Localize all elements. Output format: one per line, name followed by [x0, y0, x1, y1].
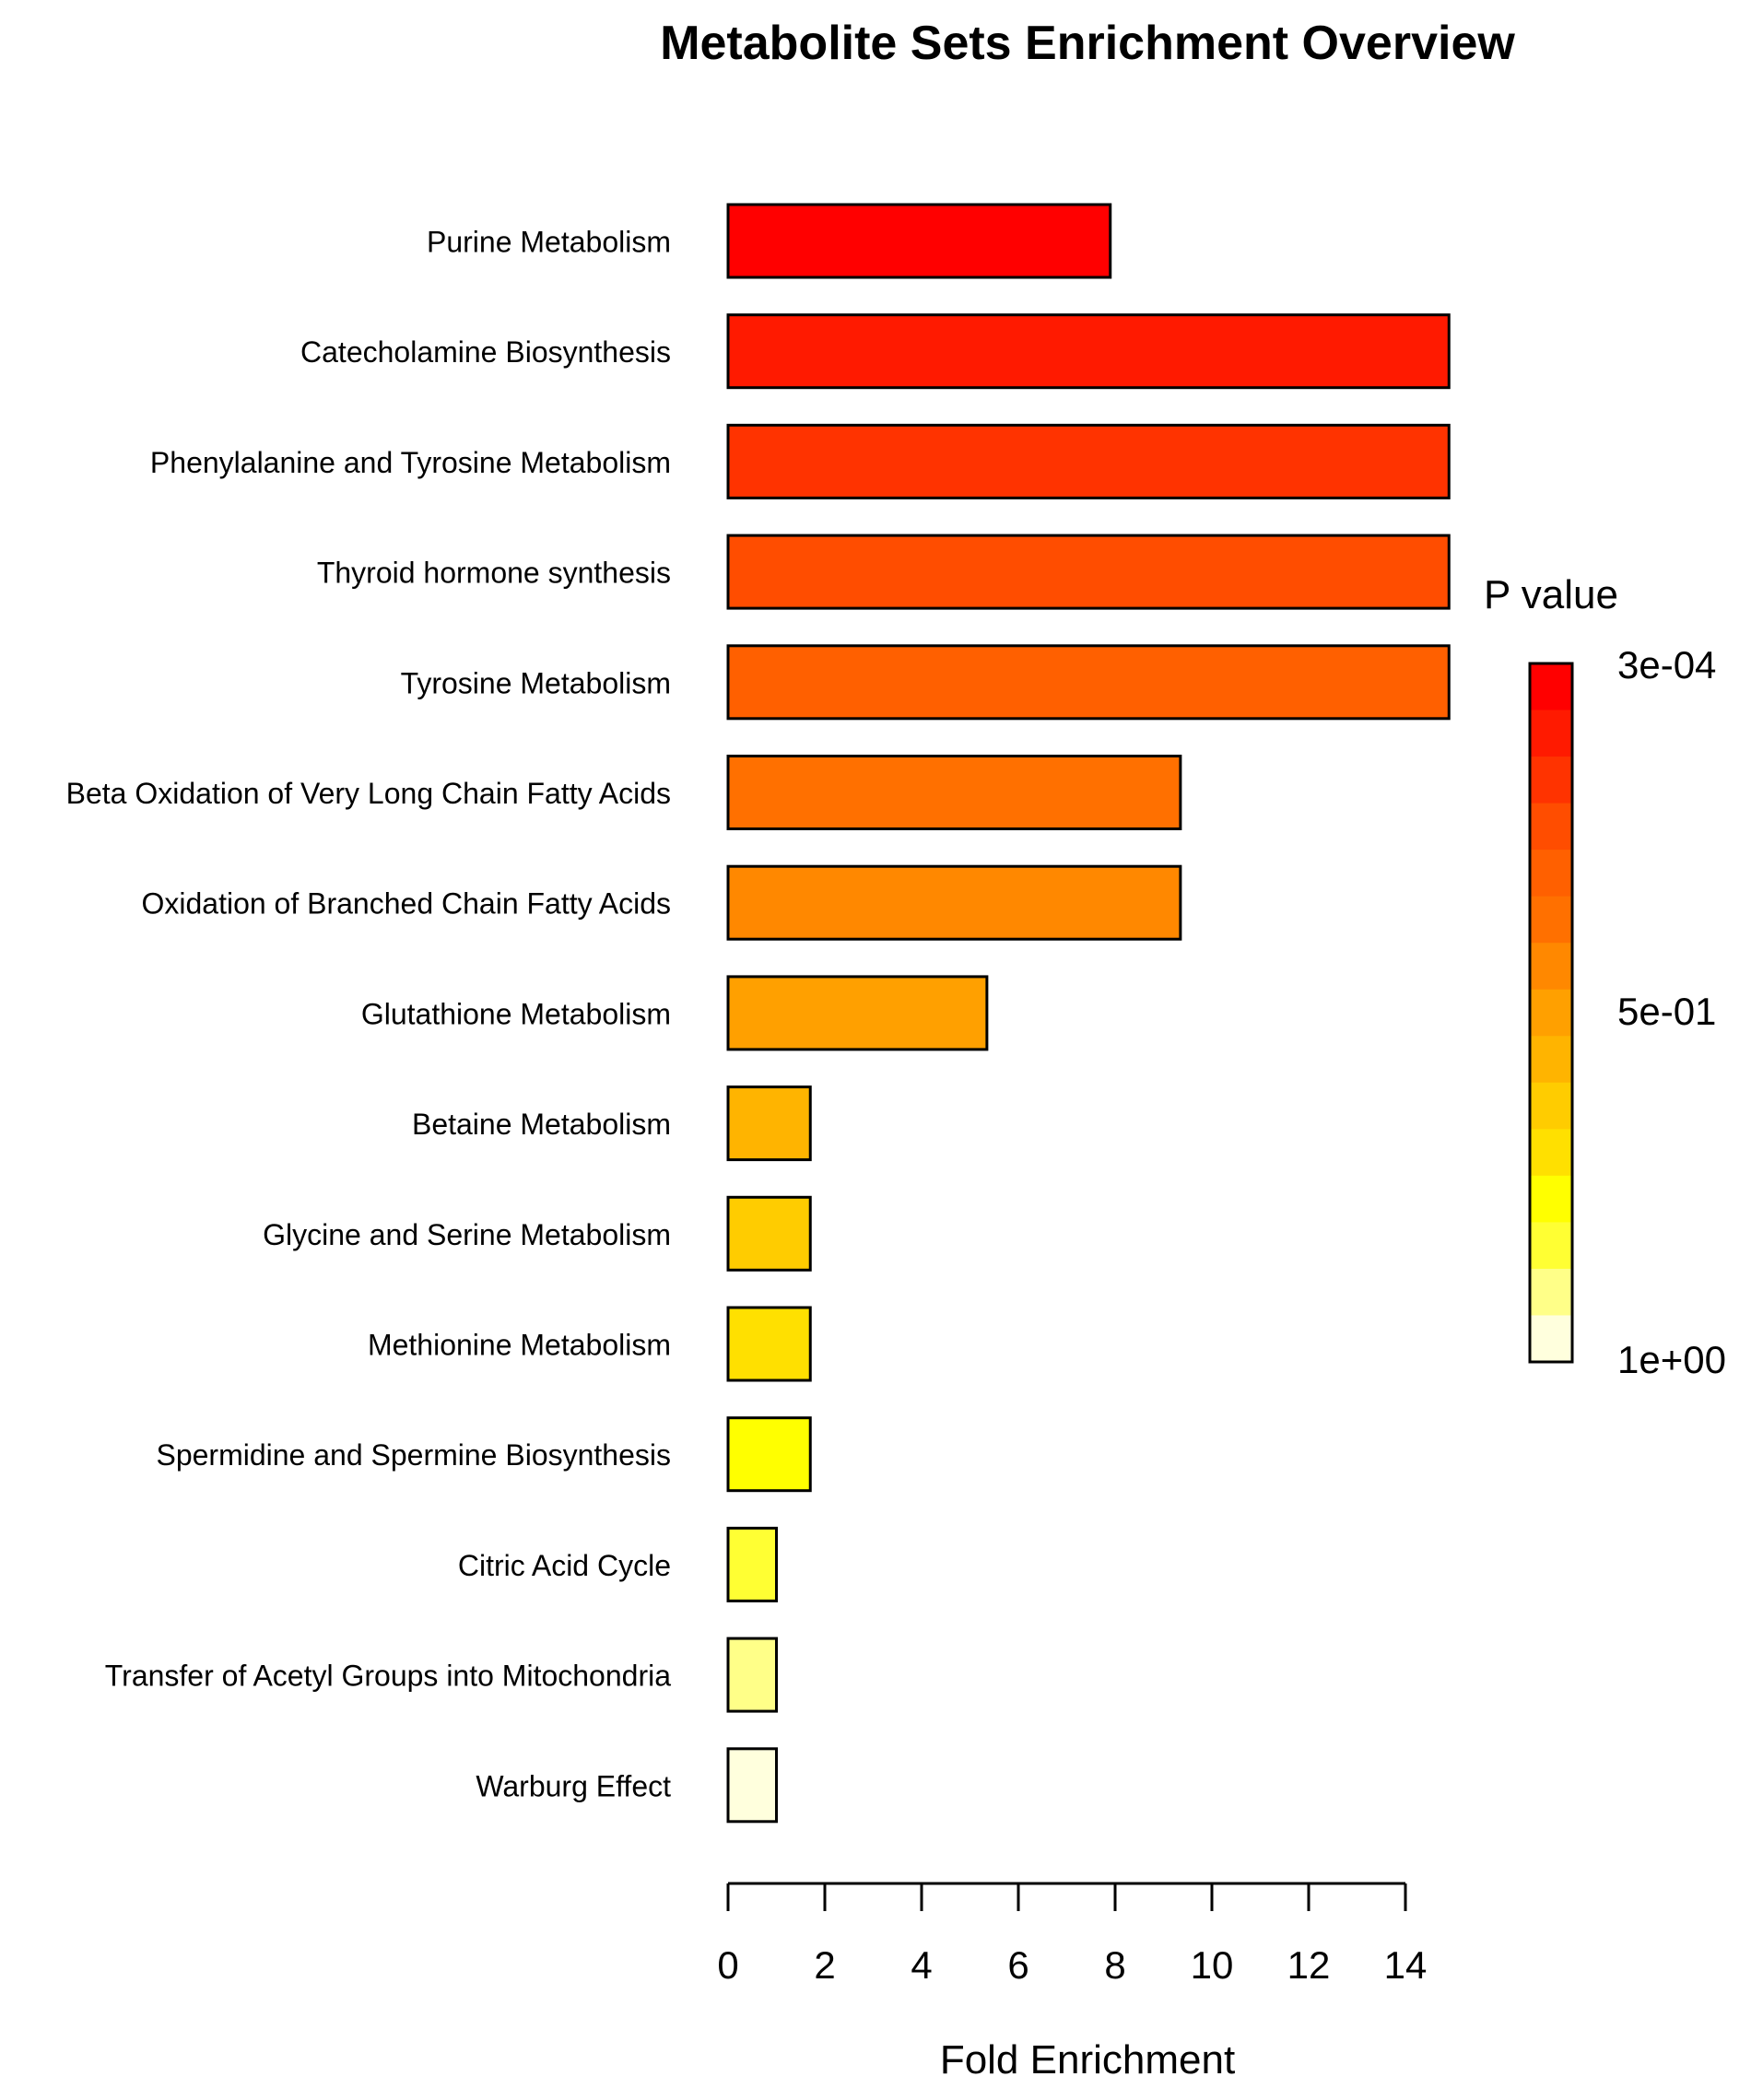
- bar: [726, 203, 1112, 279]
- legend-swatch: [1530, 1222, 1572, 1270]
- x-tick-label: 10: [1191, 1943, 1234, 1987]
- legend-labels: 3e-04 5e-01 1e+00: [1617, 643, 1726, 1381]
- bar: [726, 975, 989, 1051]
- bar: [726, 1747, 778, 1824]
- category-label: Glycine and Serine Metabolism: [263, 1218, 671, 1251]
- category-label: Warburg Effect: [476, 1769, 671, 1802]
- category-label: Betaine Metabolism: [412, 1108, 671, 1141]
- x-tick-label: 2: [814, 1943, 835, 1987]
- legend-swatch: [1530, 803, 1572, 851]
- legend-frame: [1528, 662, 1574, 1364]
- bar: [726, 423, 1451, 499]
- bar: [726, 313, 1451, 390]
- bar: [726, 534, 1451, 610]
- bar: [726, 1085, 812, 1162]
- category-label: Glutathione Metabolism: [361, 997, 671, 1030]
- x-axis: 0 2 4 6 8 10 12 14: [717, 1882, 1428, 1987]
- legend-label: 5e-01: [1617, 990, 1716, 1033]
- legend-title: P value: [1484, 572, 1618, 617]
- category-labels: Purine Metabolism Catecholamine Biosynthe…: [66, 226, 672, 1803]
- legend-swatch: [1530, 943, 1572, 991]
- bars-group: [726, 203, 1451, 1824]
- legend-label: 3e-04: [1617, 643, 1716, 686]
- x-axis-label: Fold Enrichment: [940, 2037, 1235, 2082]
- legend-swatch: [1530, 1175, 1572, 1223]
- legend-swatch: [1530, 989, 1572, 1037]
- legend-swatch: [1530, 1315, 1572, 1363]
- chart-title: Metabolite Sets Enrichment Overview: [660, 17, 1515, 70]
- bar: [726, 864, 1182, 941]
- x-tick-label: 4: [911, 1943, 932, 1987]
- x-tick-label: 12: [1287, 1943, 1331, 1987]
- category-label: Citric Acid Cycle: [458, 1549, 671, 1582]
- legend-swatch: [1530, 757, 1572, 804]
- legend-swatch: [1530, 1129, 1572, 1177]
- legend-swatch: [1530, 710, 1572, 757]
- bar: [726, 1195, 812, 1272]
- category-label: Tyrosine Metabolism: [401, 666, 671, 699]
- x-tick-label: 6: [1007, 1943, 1028, 1987]
- legend-swatch: [1530, 850, 1572, 897]
- legend-swatch: [1530, 896, 1572, 944]
- category-label: Methionine Metabolism: [368, 1329, 671, 1362]
- category-label: Oxidation of Branched Chain Fatty Acids: [141, 887, 671, 921]
- x-tick-label: 14: [1384, 1943, 1428, 1987]
- legend-swatch: [1530, 1268, 1572, 1316]
- bar: [726, 755, 1182, 830]
- category-label: Beta Oxidation of Very Long Chain Fatty …: [66, 777, 671, 810]
- x-tick-label: 0: [717, 1943, 738, 1987]
- category-label: Spermidine and Spermine Biosynthesis: [156, 1438, 671, 1472]
- bar: [726, 1637, 778, 1713]
- x-tick-label: 8: [1104, 1943, 1125, 1987]
- bar: [726, 1306, 812, 1382]
- category-label: Phenylalanine and Tyrosine Metabolism: [150, 446, 671, 479]
- legend-swatch: [1530, 1036, 1572, 1084]
- legend-swatch: [1530, 663, 1572, 711]
- legend-swatch: [1530, 1082, 1572, 1130]
- legend-swatches: [1528, 662, 1574, 1364]
- bar: [726, 1416, 812, 1493]
- bar: [726, 644, 1451, 721]
- category-label: Catecholamine Biosynthesis: [300, 335, 671, 369]
- legend-label: 1e+00: [1617, 1338, 1726, 1381]
- bar: [726, 1526, 778, 1602]
- category-label: Thyroid hormone synthesis: [317, 557, 671, 590]
- category-label: Purine Metabolism: [427, 226, 671, 259]
- legend: P value 3e-04 5e-01 1e+00: [1484, 572, 1726, 1381]
- category-label: Transfer of Acetyl Groups into Mitochond…: [105, 1660, 671, 1693]
